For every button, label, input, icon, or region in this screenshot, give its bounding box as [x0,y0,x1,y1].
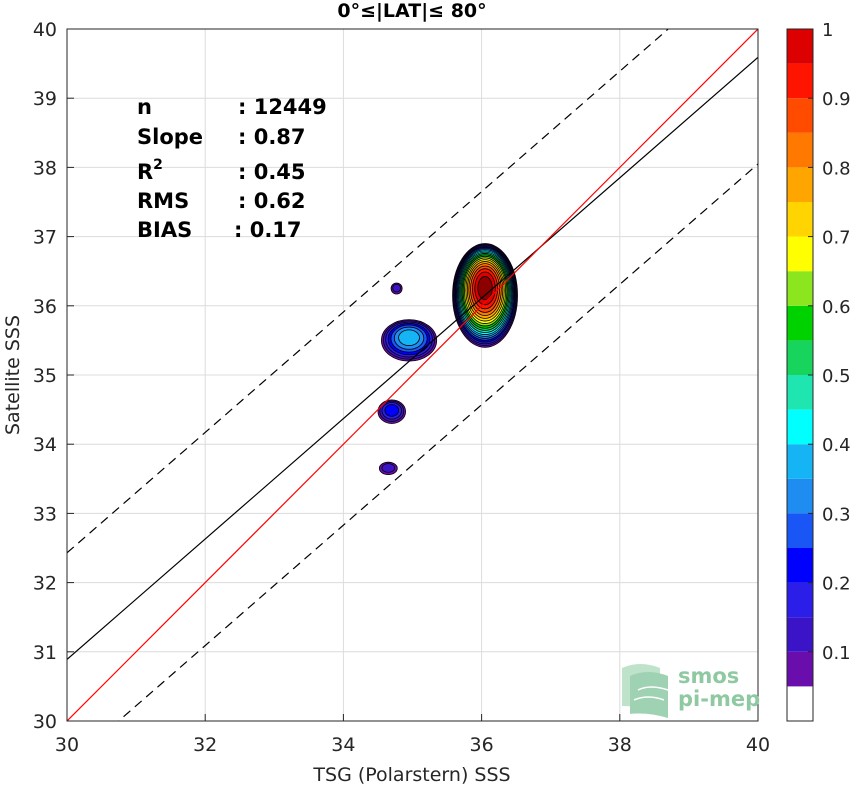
stat-slope-value: : 0.87 [238,125,306,149]
y-tick-label: 39 [33,88,57,110]
x-tick-label: 32 [193,734,217,756]
y-tick-label: 40 [33,19,57,41]
chart-title: 0°≤|LAT|≤ 80° [337,0,486,22]
low-blob [377,399,406,424]
colorbar-tick-label: 0.7 [822,228,851,249]
y-tick-label: 37 [33,227,57,249]
stat-r2-letter: R [137,160,153,184]
colorbar-swatch [787,340,813,375]
stat-rms-key: RMS [137,189,189,213]
x-tick-label: 34 [331,734,355,756]
colorbar-swatch [787,582,813,618]
colorbar-tick-label: 0.1 [822,643,851,664]
colorbar-swatch [787,202,813,237]
y-tick-label: 36 [33,296,57,318]
contour-level [392,283,401,293]
colorbar-tick-label: 0.8 [822,158,851,179]
colorbar-swatch [787,98,813,133]
fit-line [67,56,758,660]
y-tick-label: 35 [33,365,57,387]
colorbar-swatch [787,29,813,64]
stat-n-key: n [137,95,152,119]
y-tick-label: 32 [33,573,57,595]
x-tick-label: 40 [746,734,770,756]
y-tick-label: 33 [33,503,57,525]
stat-n-value: : 12449 [238,95,327,119]
y-axis-label: Satellite SSS [2,315,24,435]
x-axis-label: TSG (Polarstern) SSS [312,764,510,786]
stat-r2-value: : 0.45 [238,160,306,184]
logo-line1: smos [678,664,739,688]
stat-r2-key: R2 [137,157,163,184]
mid-blob [381,319,438,362]
colorbar-swatch [787,409,813,445]
axis-ticks: 30 32 34 36 38 40 30 31 32 33 34 35 36 37 38 39 40 [33,19,770,756]
colorbar-swatch [787,63,813,99]
stat-rms-value: : 0.62 [238,189,306,213]
reference-lines [67,29,758,721]
colorbar-swatch [787,236,813,272]
colorbar-swatch [787,513,813,548]
colorbar-tick-label: 0.5 [822,366,851,387]
stats-box: n : 12449 Slope : 0.87 R2 : 0.45 RMS : 0… [137,95,327,242]
identity-line [67,29,758,721]
colorbar-swatch [787,651,813,687]
logo-line2: pi-mep [678,687,760,711]
smos-pimep-logo: smos pi-mep [622,664,760,718]
stat-bias-key: BIAS [137,218,192,242]
y-tick-label: 34 [33,434,57,456]
colorbar-swatch [787,686,813,721]
colorbar-swatch [787,444,813,479]
colorbar-swatch [787,617,813,652]
y-tick-label: 38 [33,157,57,179]
contour-level [384,404,400,417]
y-tick-label: 30 [33,711,57,733]
upper-bound-line [67,29,670,554]
stat-r2-sup: 2 [153,157,163,173]
grid [66,28,759,722]
colorbar-swatch [787,478,813,514]
colorbar-swatch [787,305,813,341]
colorbar-tick-label: 0.6 [822,297,851,318]
lower-bound-line [117,163,758,721]
y-tick-label: 31 [33,642,57,664]
colorbar-tick-label: 1 [822,20,833,41]
stat-slope-key: Slope [137,125,203,149]
colorbar-tick-label: 0.4 [822,435,851,456]
x-tick-label: 30 [55,734,79,756]
colorbar-swatch [787,375,813,410]
bottom-speck [378,461,398,476]
colorbar-swatch [787,167,813,202]
contour-level [381,463,396,473]
colorbar: 0.1 0.2 0.3 0.4 0.5 0.6 0.7 0.8 0.9 1 [786,20,851,722]
colorbar-tick-label: 0.3 [822,504,851,525]
density-contours [377,243,518,476]
colorbar-tick-label: 0.9 [822,89,851,110]
x-tick-label: 36 [470,734,494,756]
contour-level [477,276,493,301]
colorbar-tick-label: 0.2 [822,574,851,595]
x-tick-label: 38 [608,734,632,756]
stat-bias-value: : 0.17 [234,218,302,242]
contour-level [398,329,420,346]
logo-waves-icon [622,664,669,718]
top-speck [390,282,403,295]
colorbar-swatch [787,271,813,306]
colorbar-swatch [787,548,813,583]
colorbar-swatch [787,132,813,168]
